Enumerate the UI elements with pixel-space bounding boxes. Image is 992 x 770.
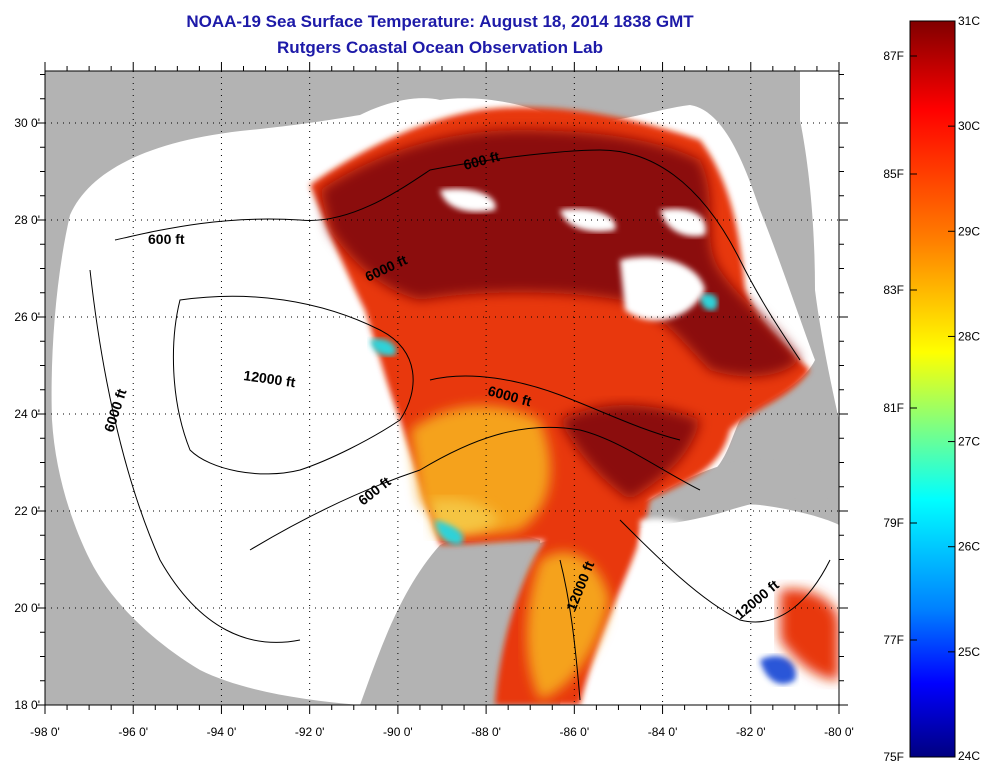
- fahrenheit-label: 83F: [883, 283, 904, 297]
- fahrenheit-label: 85F: [883, 167, 904, 181]
- celsius-label: 30C: [958, 119, 980, 133]
- latitude-tick-label: 24 0': [14, 407, 40, 421]
- latitude-tick-label: 20 0': [14, 601, 40, 615]
- fahrenheit-label: 87F: [883, 49, 904, 63]
- longitude-axis: -98 0' -96 0' -94 0' -92 0' -90 0' -88 0' -86 …: [30, 725, 854, 739]
- contour-label: 12000 ft: [243, 367, 297, 390]
- contour-label: 600 ft: [148, 231, 185, 247]
- latitude-tick-label: 28 0': [14, 213, 40, 227]
- yucatan-land: [360, 533, 541, 705]
- longitude-tick-label: -84 0': [648, 725, 678, 739]
- grid-lines: [45, 71, 839, 705]
- longitude-tick-label: -98 0': [30, 725, 60, 739]
- latitude-tick-label: 22 0': [14, 504, 40, 518]
- celsius-label: 28C: [958, 329, 980, 343]
- colorbar-fahrenheit-labels: 87F 85F 83F 81F 79F 77F 75F: [883, 49, 904, 764]
- colorbar-ticks: [910, 20, 955, 758]
- fahrenheit-label: 81F: [883, 401, 904, 415]
- celsius-label: 31C: [958, 14, 980, 28]
- map-title: NOAA-19 Sea Surface Temperature: August …: [186, 12, 694, 31]
- latitude-tick-label: 18 0': [14, 698, 40, 712]
- longitude-tick-label: -94 0': [207, 725, 237, 739]
- fahrenheit-label: 77F: [883, 633, 904, 647]
- celsius-label: 25C: [958, 645, 980, 659]
- longitude-tick-label: -82 0': [736, 725, 766, 739]
- longitude-tick-label: -80 0': [824, 725, 854, 739]
- cuba-land: [620, 459, 839, 530]
- longitude-tick-label: -92 0': [295, 725, 325, 739]
- latitude-tick-label: 30 0': [14, 116, 40, 130]
- longitude-tick-label: -96 0': [118, 725, 148, 739]
- sst-swath: [310, 107, 839, 705]
- latitude-axis: 30 0' 28 0' 26 0' 24 0' 22 0' 20 0' 18 0': [14, 116, 40, 712]
- fahrenheit-label: 75F: [883, 750, 904, 764]
- latitude-tick-label: 26 0': [14, 310, 40, 324]
- celsius-label: 26C: [958, 540, 980, 554]
- atlantic-water: [800, 71, 839, 420]
- celsius-label: 27C: [958, 435, 980, 449]
- colorbar-celsius-labels: 31C 30C 29C 28C 27C 26C 25C 24C: [958, 14, 980, 763]
- fahrenheit-label: 79F: [883, 516, 904, 530]
- map-subtitle: Rutgers Coastal Ocean Observation Lab: [277, 38, 603, 57]
- longitude-tick-label: -88 0': [471, 725, 501, 739]
- bathymetry-contours: [89, 149, 831, 701]
- celsius-label: 29C: [958, 224, 980, 238]
- frame-ticks: [36, 62, 848, 714]
- longitude-tick-label: -90 0': [383, 725, 413, 739]
- longitude-tick-label: -86 0': [560, 725, 590, 739]
- celsius-label: 24C: [958, 749, 980, 763]
- colorbar: [909, 20, 956, 758]
